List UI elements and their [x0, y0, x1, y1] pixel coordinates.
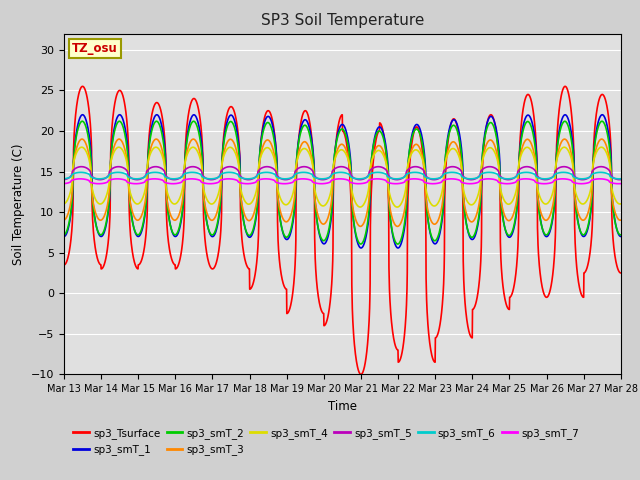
sp3_Tsurface [617, 270, 625, 276]
sp3_smT_4 [584, 196, 591, 202]
sp3_smT_2 [359, 240, 367, 245]
sp3_smT_6 [568, 172, 576, 178]
sp3_smT_5 [282, 177, 289, 182]
sp3_Tsurface [216, 242, 223, 248]
Line: sp3_smT_1: sp3_smT_1 [64, 115, 621, 248]
sp3_smT_1 [79, 112, 86, 118]
sp3_smT_1 [371, 134, 379, 140]
sp3_smT_5 [617, 177, 625, 182]
sp3_smT_5 [359, 176, 367, 182]
sp3_smT_2 [584, 225, 591, 230]
Line: sp3_smT_4: sp3_smT_4 [64, 147, 621, 207]
sp3_smT_5 [371, 164, 379, 170]
sp3_smT_7 [540, 181, 548, 187]
sp3_smT_7 [617, 181, 625, 187]
Line: sp3_smT_2: sp3_smT_2 [64, 121, 621, 244]
sp3_smT_2 [79, 119, 86, 124]
sp3_smT_1 [394, 245, 402, 251]
sp3_smT_4 [115, 144, 122, 150]
sp3_smT_7 [584, 180, 591, 186]
sp3_smT_3 [371, 148, 379, 154]
sp3_smT_5 [584, 176, 591, 181]
sp3_smT_4 [371, 151, 379, 156]
sp3_smT_3 [584, 212, 591, 217]
sp3_smT_7 [216, 179, 223, 184]
sp3_smT_4 [617, 201, 625, 207]
sp3_smT_7 [371, 176, 378, 182]
sp3_smT_5 [300, 164, 308, 169]
sp3_smT_1 [60, 234, 68, 240]
sp3_smT_3 [617, 217, 625, 223]
sp3_smT_5 [505, 177, 513, 182]
sp3_smT_6 [359, 176, 367, 181]
Line: sp3_smT_3: sp3_smT_3 [64, 139, 621, 227]
sp3_Tsurface [371, 143, 379, 149]
X-axis label: Time: Time [328, 400, 357, 413]
sp3_smT_5 [60, 177, 68, 182]
sp3_smT_6 [371, 169, 379, 175]
sp3_smT_4 [568, 159, 576, 165]
Title: SP3 Soil Temperature: SP3 Soil Temperature [260, 13, 424, 28]
sp3_smT_2 [505, 232, 513, 238]
sp3_Tsurface [584, 263, 591, 269]
sp3_smT_3 [568, 155, 576, 161]
Legend: sp3_Tsurface, sp3_smT_1, sp3_smT_2, sp3_smT_3, sp3_smT_4, sp3_smT_5, sp3_smT_6, : sp3_Tsurface, sp3_smT_1, sp3_smT_2, sp3_… [69, 424, 584, 459]
Line: sp3_smT_5: sp3_smT_5 [64, 167, 621, 180]
Y-axis label: Soil Temperature (C): Soil Temperature (C) [12, 143, 26, 265]
sp3_smT_3 [60, 217, 68, 223]
sp3_Tsurface [359, 369, 367, 375]
sp3_smT_6 [584, 175, 591, 181]
sp3_smT_3 [216, 198, 223, 204]
sp3_smT_5 [216, 173, 223, 179]
sp3_smT_6 [505, 176, 513, 182]
sp3_smT_6 [617, 176, 625, 181]
sp3_smT_7 [568, 179, 576, 184]
sp3_smT_6 [216, 173, 223, 179]
sp3_smT_2 [394, 241, 401, 247]
sp3_smT_3 [359, 222, 367, 228]
sp3_Tsurface [505, 306, 513, 312]
Line: sp3_smT_7: sp3_smT_7 [64, 179, 621, 184]
sp3_smT_4 [359, 203, 367, 209]
Text: TZ_osu: TZ_osu [72, 42, 118, 55]
sp3_Tsurface [568, 117, 576, 122]
sp3_smT_6 [60, 176, 68, 181]
sp3_smT_4 [394, 204, 401, 210]
sp3_smT_2 [60, 232, 68, 238]
sp3_smT_3 [394, 224, 401, 229]
sp3_smT_1 [584, 227, 591, 233]
Line: sp3_Tsurface: sp3_Tsurface [64, 86, 621, 374]
sp3_smT_7 [60, 181, 68, 187]
sp3_smT_1 [568, 135, 576, 141]
sp3_smT_2 [371, 136, 379, 142]
sp3_Tsurface [357, 372, 365, 377]
sp3_smT_1 [617, 234, 625, 240]
sp3_smT_3 [505, 218, 513, 224]
sp3_smT_2 [568, 142, 576, 148]
sp3_smT_1 [359, 244, 367, 250]
sp3_smT_4 [216, 186, 223, 192]
sp3_smT_1 [505, 234, 513, 240]
sp3_smT_7 [358, 180, 366, 186]
Line: sp3_smT_6: sp3_smT_6 [64, 172, 621, 179]
sp3_smT_1 [216, 210, 223, 216]
sp3_smT_5 [568, 168, 576, 173]
sp3_smT_6 [132, 176, 140, 182]
sp3_smT_7 [522, 176, 529, 182]
sp3_smT_4 [60, 201, 68, 207]
sp3_smT_4 [505, 201, 513, 207]
sp3_smT_7 [504, 181, 512, 187]
sp3_Tsurface [79, 84, 86, 89]
sp3_smT_2 [216, 208, 223, 214]
sp3_smT_3 [78, 136, 86, 142]
sp3_smT_6 [114, 169, 122, 175]
sp3_smT_2 [617, 232, 625, 238]
sp3_Tsurface [60, 262, 68, 268]
